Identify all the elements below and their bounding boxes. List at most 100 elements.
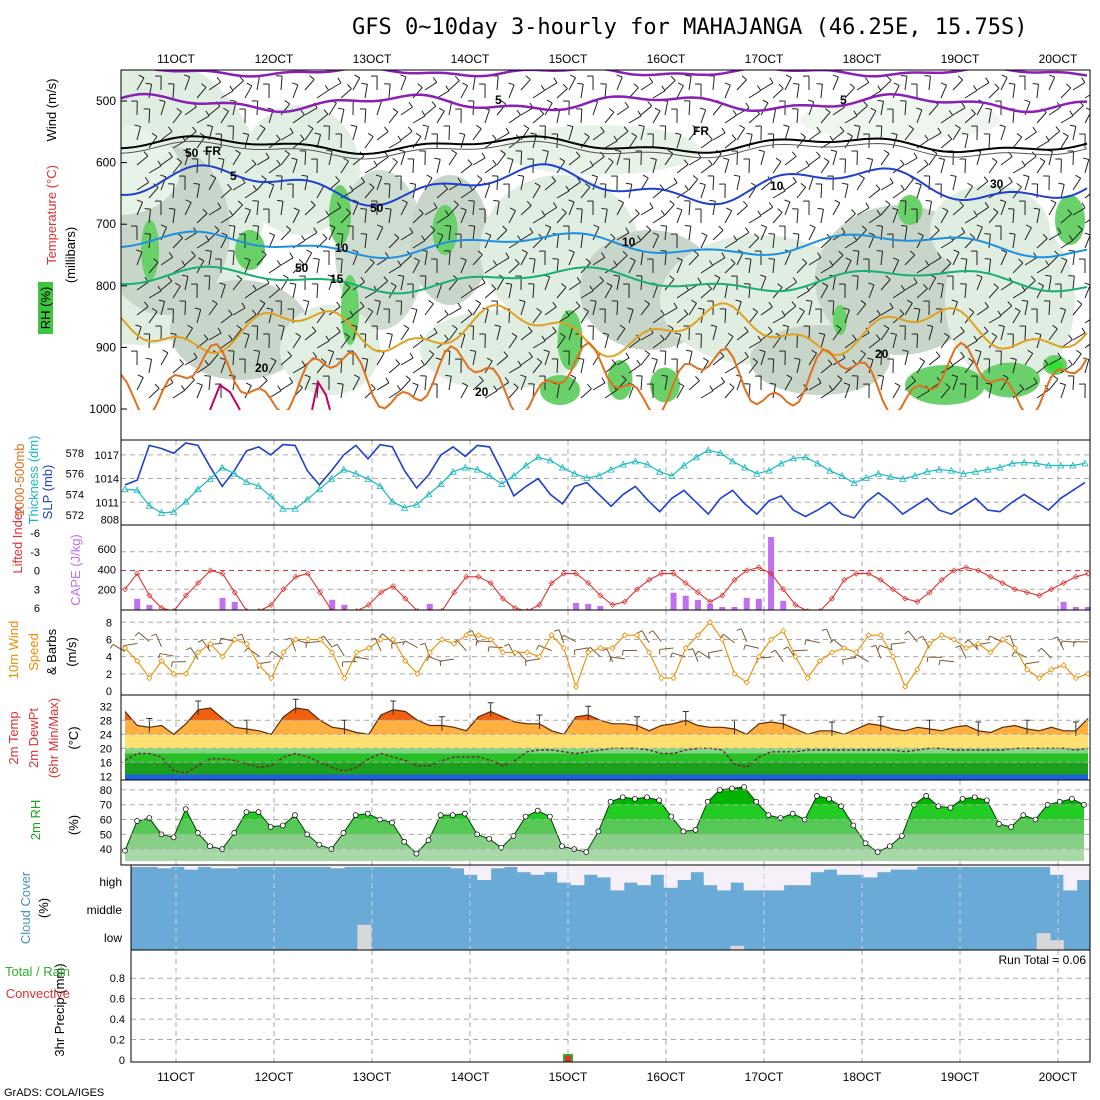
wind-barb: [1036, 238, 1048, 249]
wind-barb-flag: [816, 126, 821, 133]
wind-barb-flag: [1069, 110, 1074, 117]
precip-title: 3hr Precip (mm): [52, 963, 67, 1056]
contour-label: 10: [335, 241, 349, 255]
wind-barb: [796, 186, 807, 199]
wind-barb: [208, 275, 211, 291]
wind10-barb: [123, 642, 138, 647]
wind-barb-flag: [298, 258, 304, 265]
wind-barb: [904, 76, 908, 91]
wind-barb: [892, 209, 899, 224]
wind-barb: [1012, 234, 1016, 249]
wind-barb: [580, 108, 583, 124]
thickness-marker: [522, 461, 530, 469]
wind-barb: [976, 102, 985, 116]
wind10-barb-flag: [870, 644, 877, 648]
wind-barb: [976, 351, 982, 366]
contour-label: 50: [295, 261, 309, 275]
wind-barb-flag: [792, 176, 797, 183]
wind10-marker: [633, 632, 641, 639]
wind-barb-flag: [1045, 274, 1052, 277]
wind-barb: [904, 302, 913, 316]
temp-unit: (°C): [66, 726, 81, 749]
wind-barb: [472, 325, 475, 341]
wind-barb: [328, 351, 335, 366]
wind-barb-flag: [492, 159, 497, 166]
wind-barb: [616, 202, 625, 216]
rh-marker: [874, 849, 881, 855]
wind-barb: [688, 351, 693, 366]
contour-label: 20: [875, 347, 889, 361]
wind-barb: [784, 126, 790, 141]
wind-barb: [508, 159, 514, 174]
wind-barb: [592, 382, 606, 391]
wind10-barb-flag: [487, 646, 490, 652]
wind-barb: [172, 209, 176, 224]
wind-barb-flag: [517, 360, 522, 367]
wind-barb: [208, 177, 217, 191]
wind-barb-flag: [791, 301, 797, 307]
thickness-marker: [971, 467, 980, 475]
wind10-barb-flag: [378, 633, 384, 638]
cloud-high-gap: [930, 865, 944, 867]
wind10-marker: [950, 636, 957, 643]
wind-barb: [748, 311, 759, 324]
wind-barb: [172, 363, 184, 374]
wind-barb-flag: [181, 274, 189, 277]
wind-barb: [376, 176, 383, 191]
wind-barb: [748, 237, 760, 249]
wind-barb: [292, 263, 304, 274]
wind-barb-flag: [451, 149, 457, 154]
thickness-marker: [728, 457, 737, 465]
wind-barb-flag: [210, 174, 217, 179]
wind-barb-flag: [906, 299, 913, 304]
wind-barb: [688, 178, 699, 191]
wind-barb: [724, 240, 738, 249]
wind-barb-flag: [403, 324, 410, 329]
wind-barb: [424, 81, 437, 91]
thickness-marker: [1020, 458, 1028, 466]
wind-barb: [472, 303, 482, 316]
li-marker: [987, 573, 994, 580]
date-label-top: 14OCT: [451, 52, 490, 66]
wind-barb-flag: [852, 249, 859, 252]
wind-barb: [544, 351, 550, 366]
wind-barb-flag: [481, 277, 486, 284]
rh-high-area: [235, 230, 265, 270]
wind-barb-flag: [467, 309, 473, 315]
wind-barb: [880, 204, 891, 216]
wind-barb: [640, 126, 645, 141]
wind-barb: [208, 81, 221, 91]
wind-barb: [580, 234, 584, 249]
wind10-barb: [793, 649, 808, 652]
wind-barb: [244, 259, 251, 274]
pressure-tick: 800: [96, 279, 116, 293]
wind-barb-flag: [144, 177, 150, 183]
wind-barb-flag: [591, 174, 598, 178]
wind-barb-flag: [1014, 307, 1021, 312]
wind-barb-flag: [782, 324, 789, 327]
wind-barb-flag: [1076, 300, 1083, 305]
rh-marker: [437, 812, 444, 818]
wind-barb: [196, 184, 200, 199]
wind-barb-flag: [960, 227, 966, 233]
wind-barb-flag: [176, 158, 182, 163]
wind-barb: [868, 110, 877, 124]
wind-barb: [400, 131, 413, 141]
rh-marker: [850, 822, 857, 829]
slp-tick: 1017: [95, 450, 119, 462]
wind-barb: [712, 355, 725, 366]
li-marker: [829, 595, 836, 602]
precip-tick: 0.8: [110, 973, 125, 985]
cloud-high-gap: [943, 865, 958, 867]
cloud-high-gap: [384, 865, 398, 867]
wind-barb: [460, 334, 466, 349]
temp-band: [125, 748, 1088, 754]
wind-barb-flag: [1081, 327, 1086, 334]
wind-barb: [328, 151, 333, 166]
wind-barb-flag: [468, 225, 475, 227]
wind-barb-flag: [268, 232, 275, 236]
li-marker: [1072, 573, 1079, 580]
wind-barb-flag: [301, 235, 306, 241]
wind-barb-flag: [784, 199, 791, 203]
wind-barb: [916, 235, 924, 249]
